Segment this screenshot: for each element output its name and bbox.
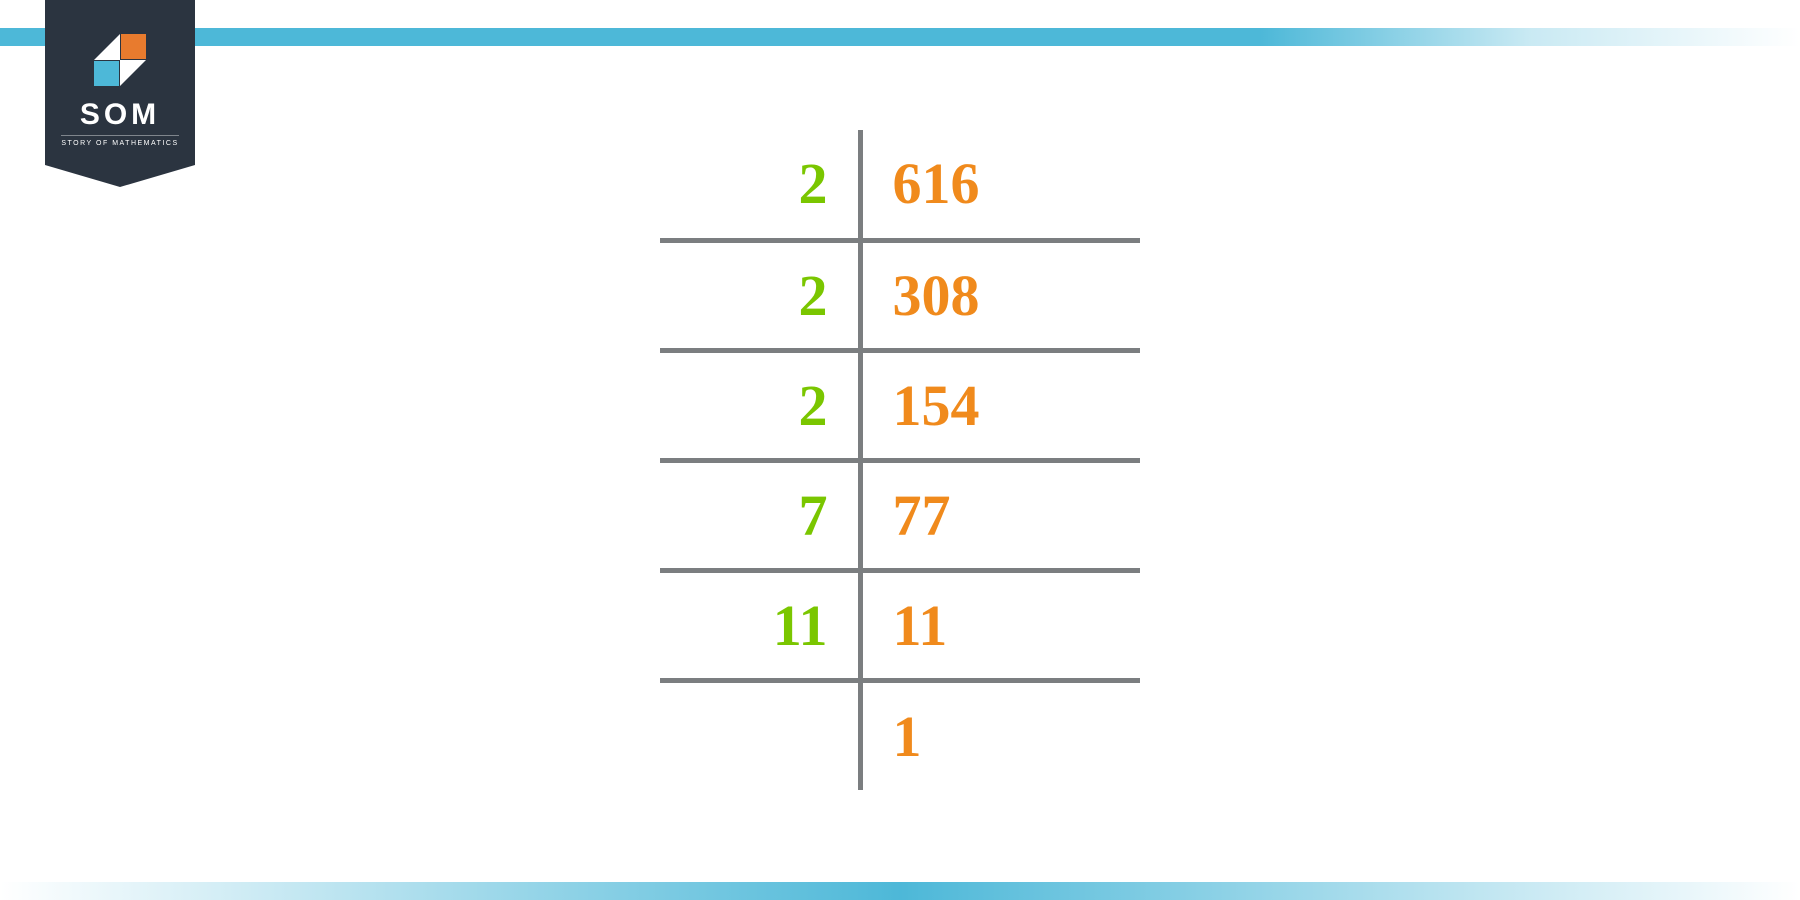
divisor-cell: 2 bbox=[660, 130, 860, 240]
factorization-row: 777 bbox=[660, 460, 1140, 570]
bottom-accent-bar bbox=[0, 882, 1800, 900]
factorization-row: 2308 bbox=[660, 240, 1140, 350]
logo-icon bbox=[94, 34, 146, 86]
divisor-cell: 2 bbox=[660, 240, 860, 350]
divisor-cell: 11 bbox=[660, 570, 860, 680]
top-accent-bar bbox=[0, 28, 1800, 46]
quotient-cell: 1 bbox=[860, 680, 1140, 790]
logo-badge: SOM STORY OF MATHEMATICS bbox=[45, 0, 195, 165]
quotient-cell: 11 bbox=[860, 570, 1140, 680]
divisor-cell bbox=[660, 680, 860, 790]
factorization-row: 2616 bbox=[660, 130, 1140, 240]
logo-subtitle: STORY OF MATHEMATICS bbox=[61, 135, 178, 147]
quotient-cell: 154 bbox=[860, 350, 1140, 460]
quotient-cell: 308 bbox=[860, 240, 1140, 350]
quotient-cell: 616 bbox=[860, 130, 1140, 240]
quotient-cell: 77 bbox=[860, 460, 1140, 570]
divisor-cell: 2 bbox=[660, 350, 860, 460]
factorization-row: 1 bbox=[660, 680, 1140, 790]
logo-title: SOM bbox=[80, 98, 160, 132]
factorization-table: 26162308215477711111 bbox=[660, 130, 1140, 790]
divisor-cell: 7 bbox=[660, 460, 860, 570]
factorization-row: 1111 bbox=[660, 570, 1140, 680]
factorization-row: 2154 bbox=[660, 350, 1140, 460]
prime-factorization-diagram: 26162308215477711111 bbox=[660, 130, 1140, 790]
